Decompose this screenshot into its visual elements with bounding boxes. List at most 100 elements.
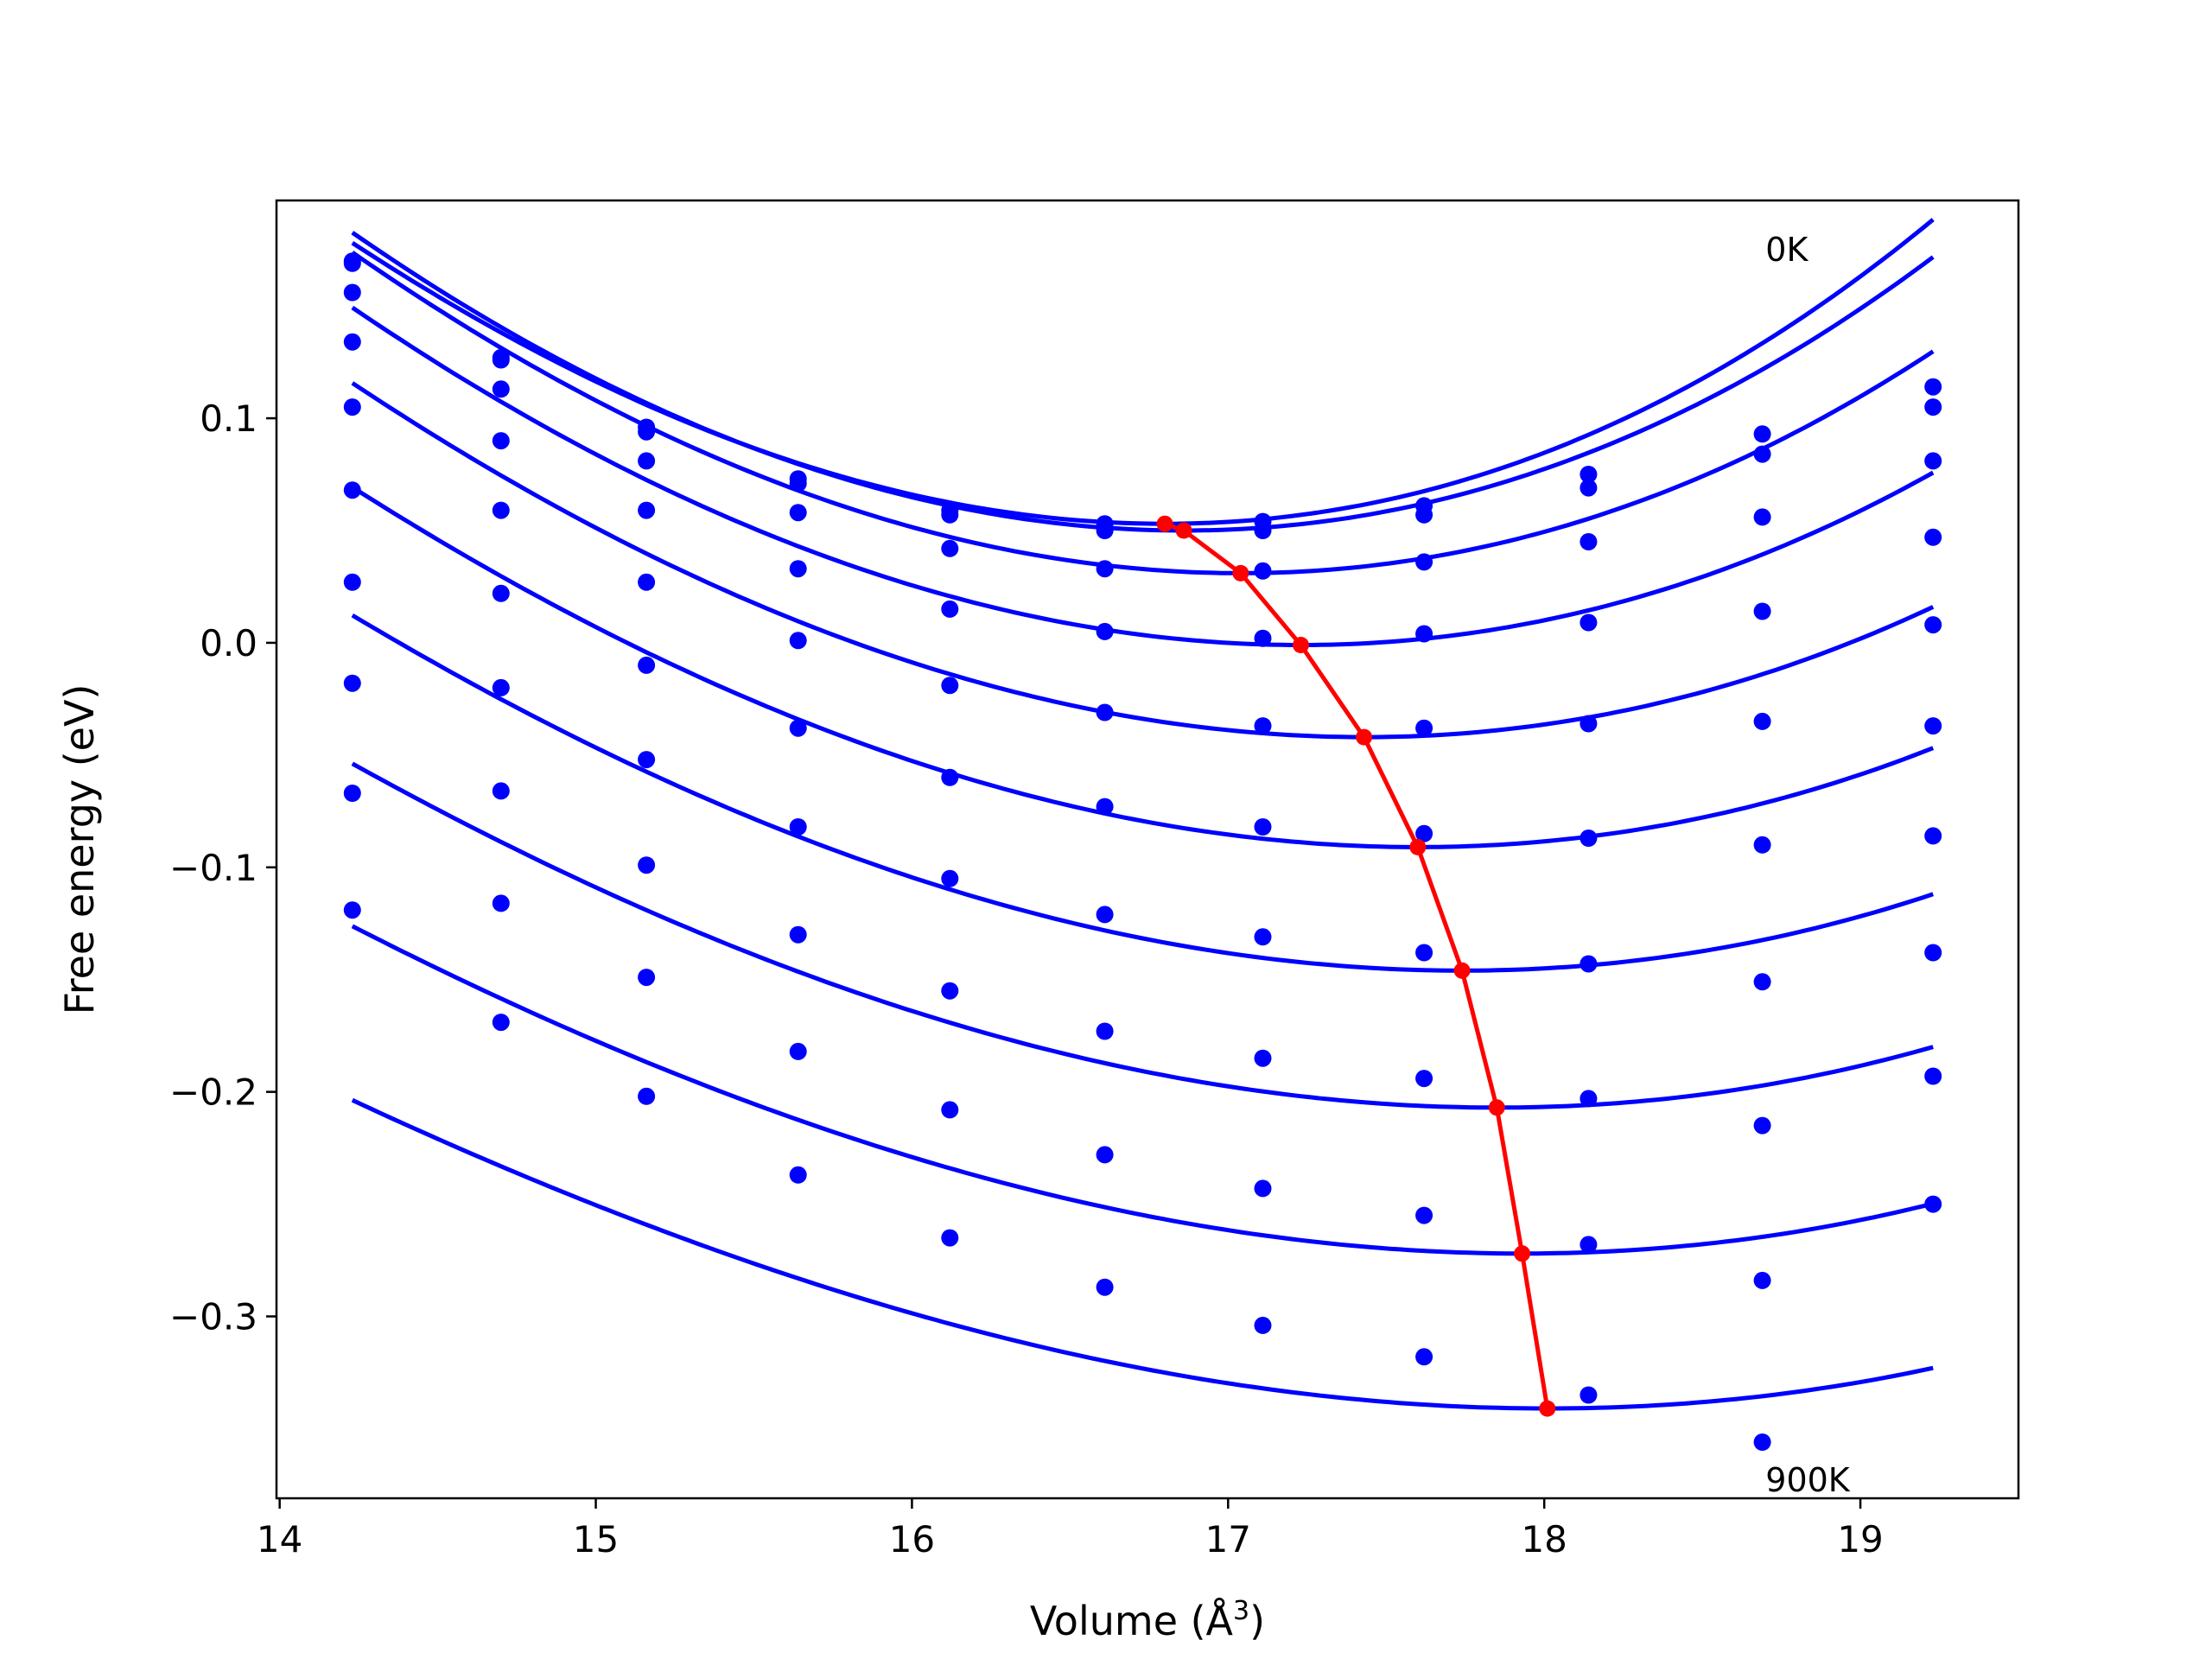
plot-frame: [275, 199, 2020, 1500]
data-point: [1924, 528, 1942, 546]
annotation-0k: 0K: [1765, 231, 1808, 269]
data-point: [1753, 973, 1771, 991]
data-point: [1924, 717, 1942, 735]
minimum-path-line: [1164, 521, 1550, 1409]
x-axis-label-close: ): [1249, 1598, 1265, 1644]
data-point: [941, 539, 959, 557]
x-axis-label: Volume (Å3): [1030, 1596, 1265, 1644]
plot-area: [276, 200, 2018, 1498]
data-point: [1415, 944, 1433, 962]
data-point: [343, 398, 361, 416]
x-tick-label: 19: [1837, 1518, 1883, 1560]
data-point: [1924, 827, 1942, 845]
data-point: [1924, 1067, 1942, 1085]
x-tick-label: 16: [889, 1518, 935, 1560]
isotherm-fit-0: [351, 218, 1935, 526]
data-point: [1580, 466, 1598, 483]
data-point: [941, 768, 959, 786]
data-point: [1580, 715, 1598, 733]
annotation-900k: 900K: [1765, 1461, 1851, 1499]
data-point: [1096, 522, 1114, 539]
data-point: [1924, 616, 1942, 634]
data-point: [1580, 533, 1598, 550]
isotherm-points: [343, 252, 1942, 1451]
isotherm-fit-3: [351, 305, 1935, 647]
data-point: [492, 501, 510, 519]
data-point: [1924, 398, 1942, 416]
data-point: [1924, 944, 1942, 962]
data-point: [343, 573, 361, 591]
data-point: [789, 1166, 807, 1184]
data-point: [1254, 1049, 1272, 1067]
data-point: [1096, 1022, 1114, 1040]
data-point: [789, 560, 807, 578]
minimum-point: [1356, 728, 1373, 746]
data-point: [1096, 703, 1114, 721]
data-point: [638, 856, 656, 874]
data-point: [638, 751, 656, 769]
data-point: [1753, 445, 1771, 463]
data-point: [1924, 378, 1942, 396]
data-point: [941, 677, 959, 695]
data-point: [1580, 1236, 1598, 1254]
y-tick-label: 0.1: [200, 397, 257, 440]
x-tick-label: 15: [573, 1518, 619, 1560]
data-point: [941, 869, 959, 887]
minimum-point: [1156, 515, 1173, 532]
data-point: [1753, 1116, 1771, 1135]
data-point: [789, 474, 807, 493]
data-point: [1415, 1348, 1433, 1366]
x-axis: 14 15 16 17 18 19: [257, 1498, 1884, 1560]
data-point: [1254, 629, 1272, 647]
x-tick-label: 18: [1521, 1518, 1567, 1560]
data-point: [941, 505, 959, 524]
data-point: [1254, 562, 1272, 580]
data-point: [789, 504, 807, 522]
data-point: [638, 656, 656, 674]
data-point: [1096, 1278, 1114, 1296]
data-point: [1415, 553, 1433, 571]
data-point: [492, 584, 510, 602]
data-point: [638, 501, 656, 519]
data-point: [343, 785, 361, 802]
data-point: [492, 678, 510, 696]
y-axis: 0.1 0.0 −0.1 −0.2 −0.3: [169, 397, 276, 1338]
data-point: [789, 1042, 807, 1060]
data-point: [1254, 1316, 1272, 1334]
minimum-point: [1453, 962, 1471, 979]
data-point: [638, 573, 656, 591]
data-point: [1580, 1386, 1598, 1404]
data-point: [1254, 1179, 1272, 1198]
data-point: [343, 674, 361, 692]
isotherm-fit-9: [351, 1097, 1934, 1411]
data-point: [1580, 830, 1598, 847]
data-point: [1415, 1206, 1433, 1224]
data-point: [1415, 505, 1433, 524]
minimum-point: [1293, 637, 1309, 653]
minimum-point: [1514, 1245, 1531, 1262]
data-point: [343, 333, 361, 351]
data-point: [638, 452, 656, 470]
data-point: [343, 254, 361, 272]
x-tick-label: 14: [257, 1518, 302, 1560]
isotherm-fit-1: [351, 231, 1935, 533]
isotherm-fit-4: [351, 381, 1935, 740]
data-point: [789, 719, 807, 737]
isotherm-fit-7: [351, 761, 1934, 1110]
data-point: [1753, 508, 1771, 526]
minimum-point: [1409, 838, 1427, 855]
data-point: [1096, 560, 1114, 578]
data-point: [1415, 719, 1433, 737]
data-point: [638, 969, 656, 987]
data-point: [638, 423, 656, 441]
data-point: [492, 380, 510, 398]
data-point: [492, 351, 510, 369]
data-point: [941, 1101, 959, 1119]
data-point: [492, 782, 510, 800]
data-point: [1254, 818, 1272, 836]
data-point: [1580, 955, 1598, 973]
y-tick-label: −0.3: [169, 1296, 257, 1338]
data-point: [1753, 836, 1771, 854]
minimum-point: [1175, 522, 1192, 539]
data-point: [492, 1014, 510, 1032]
